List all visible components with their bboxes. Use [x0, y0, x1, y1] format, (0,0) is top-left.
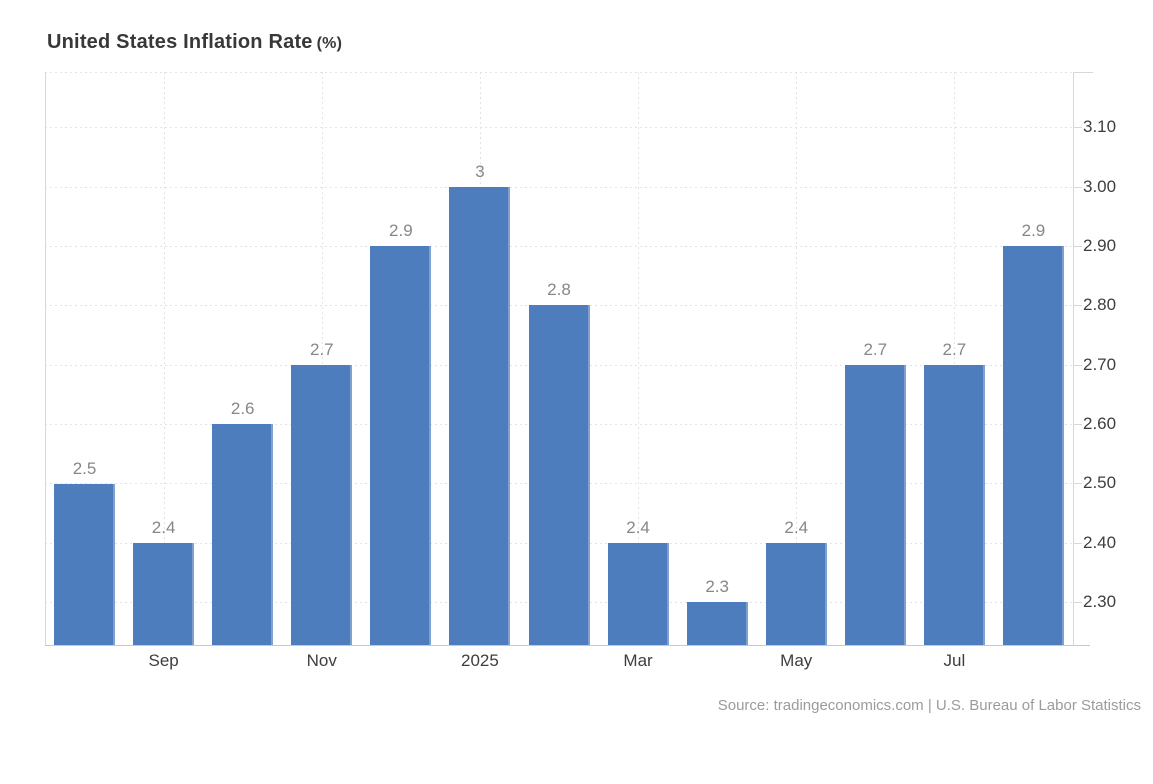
bar[interactable]: [370, 245, 432, 645]
x-axis-label: 2025: [461, 651, 499, 670]
chart-title-text: United States Inflation Rate: [47, 31, 313, 53]
y-axis-tick: [1073, 602, 1082, 604]
bar[interactable]: [54, 483, 116, 645]
y-axis-label: 2.40: [1083, 532, 1117, 552]
y-axis-tick: [1073, 483, 1082, 485]
bar-value-label: 2.4: [151, 517, 176, 537]
y-axis-label: 2.30: [1083, 592, 1117, 612]
x-axis-label: Nov: [306, 651, 337, 670]
bar[interactable]: [133, 542, 195, 645]
bar[interactable]: [212, 424, 274, 645]
x-axis-label: May: [780, 651, 813, 670]
gridline-horizontal: [45, 127, 1073, 129]
y-axis-tick: [1073, 186, 1082, 188]
gridline-vertical: [163, 72, 165, 645]
bar[interactable]: [923, 364, 985, 645]
gridline-vertical: [796, 72, 798, 645]
bar[interactable]: [607, 542, 669, 645]
y-axis-line-left: [45, 72, 46, 645]
bar[interactable]: [686, 602, 748, 645]
gridline-horizontal: [45, 186, 1073, 188]
bar-value-label: 2.9: [1021, 220, 1046, 240]
bar-value-label: 2.6: [230, 399, 255, 419]
gridline-vertical: [954, 72, 956, 645]
y-axis-top-tick: [1073, 72, 1093, 73]
y-axis-label: 3.00: [1083, 176, 1117, 196]
bar-value-label: 2.7: [942, 339, 967, 359]
gridline-vertical: [638, 72, 640, 645]
y-axis-tick: [1073, 364, 1082, 366]
x-axis-label: Sep: [148, 651, 179, 670]
y-axis-label: 2.50: [1083, 473, 1117, 493]
gridline-horizontal: [45, 245, 1073, 247]
y-axis-label: 2.60: [1083, 414, 1117, 434]
plot-area: 2.5 2.4 2.6 2.7 2.9 3 2.8 2.4 2.3 2.4 2.7 2.7 2.9: [45, 72, 1073, 645]
chart-title-unit: (%): [316, 35, 343, 52]
x-axis-label: Jul: [943, 651, 966, 670]
y-axis-tick: [1073, 424, 1082, 426]
bar[interactable]: [844, 364, 906, 645]
y-axis-tick: [1073, 245, 1082, 247]
chart-title: United States Inflation Rate (%): [47, 31, 342, 54]
bar-value-label: 2.5: [72, 458, 97, 478]
bar[interactable]: [1002, 245, 1064, 645]
plot-top-border: [45, 72, 1073, 73]
x-axis-label: Mar: [623, 651, 653, 670]
source-note: Source: tradingeconomics.com | U.S. Bure…: [717, 697, 1141, 714]
bar-value-label: 2.8: [547, 280, 571, 300]
bar-value-label: 2.7: [863, 339, 888, 359]
bar-value-label: 3: [475, 161, 485, 181]
y-axis-label: 2.90: [1083, 235, 1117, 255]
bar-value-label: 2.4: [626, 517, 650, 537]
y-axis-line-right: [1073, 72, 1074, 645]
y-axis-label: 3.10: [1083, 117, 1117, 137]
y-axis-label: 2.70: [1083, 354, 1117, 374]
x-axis-line: [45, 645, 1090, 646]
bar-value-label: 2.3: [705, 577, 729, 597]
bar[interactable]: [765, 542, 827, 645]
bar[interactable]: [528, 305, 590, 645]
bar-value-label: 2.4: [784, 517, 809, 537]
bar[interactable]: [449, 186, 511, 645]
bar[interactable]: [291, 364, 353, 645]
y-axis-tick: [1073, 305, 1082, 307]
bar-value-label: 2.9: [389, 220, 413, 240]
y-axis-tick: [1073, 127, 1082, 129]
gridline-vertical: [321, 72, 323, 645]
bar-value-label: 2.7: [309, 339, 334, 359]
y-axis-label: 2.80: [1083, 295, 1117, 315]
y-axis-tick: [1073, 542, 1082, 544]
